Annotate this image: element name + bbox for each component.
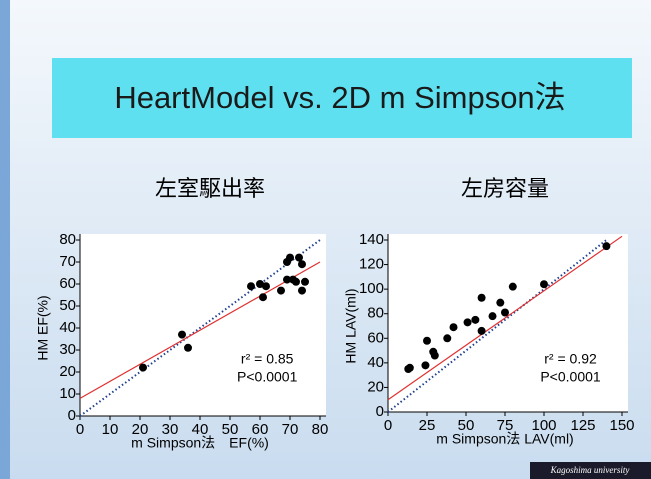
data-point xyxy=(478,327,486,335)
data-point xyxy=(464,318,472,326)
x-tick-label: 25 xyxy=(419,417,436,434)
x-tick-label: 0 xyxy=(384,417,392,434)
data-point xyxy=(298,287,306,295)
data-point xyxy=(478,294,486,302)
data-point xyxy=(286,254,294,262)
data-point xyxy=(489,312,497,320)
data-point xyxy=(429,348,437,356)
y-tick-label: 40 xyxy=(59,319,76,336)
data-point xyxy=(298,260,306,268)
data-point xyxy=(602,242,610,250)
annotation: P<0.0001 xyxy=(237,369,298,385)
data-point xyxy=(540,280,548,288)
chart-title: 左房容量 xyxy=(461,176,549,201)
y-tick-label: 60 xyxy=(367,329,384,346)
y-tick-label: 120 xyxy=(359,256,384,273)
x-tick-label: 125 xyxy=(570,417,595,434)
data-point xyxy=(406,364,414,372)
slide-title: HeartModel vs. 2D m Simpson法 xyxy=(114,80,565,115)
y-axis-label: HM LAV(ml) xyxy=(343,288,359,363)
y-tick-label: 0 xyxy=(68,407,76,424)
data-point xyxy=(139,364,147,372)
y-tick-label: 70 xyxy=(59,253,76,270)
annotation: r² = 0.85 xyxy=(241,351,294,367)
y-tick-label: 40 xyxy=(367,354,384,371)
annotation: P<0.0001 xyxy=(540,369,601,385)
x-axis-label: m Simpson法 LAV(ml) xyxy=(436,431,573,447)
y-axis-label: HM EF(%) xyxy=(35,295,51,360)
x-tick-label: 0 xyxy=(76,421,84,438)
x-tick-label: 10 xyxy=(102,421,119,438)
y-tick-label: 80 xyxy=(367,305,384,322)
data-point xyxy=(450,323,458,331)
y-tick-label: 100 xyxy=(359,280,384,297)
data-point xyxy=(501,308,509,316)
chart-title: 左室駆出率 xyxy=(155,176,265,201)
page: HeartModel vs. 2D m Simpson法 Kagoshima u… xyxy=(0,0,651,479)
y-tick-label: 60 xyxy=(59,275,76,292)
y-tick-label: 140 xyxy=(359,231,384,248)
y-tick-label: 30 xyxy=(59,341,76,358)
data-point xyxy=(509,283,517,291)
data-point xyxy=(262,282,270,290)
x-tick-label: 80 xyxy=(312,421,329,438)
side-bar xyxy=(0,0,10,479)
data-point xyxy=(496,299,504,307)
data-point xyxy=(277,287,285,295)
x-axis-label: m Simpson法 EF(%) xyxy=(131,435,269,451)
x-tick-label: 150 xyxy=(609,417,634,434)
data-point xyxy=(443,334,451,342)
y-tick-label: 80 xyxy=(59,231,76,248)
data-point xyxy=(184,344,192,352)
data-point xyxy=(471,316,479,324)
y-tick-label: 50 xyxy=(59,297,76,314)
data-point xyxy=(292,278,300,286)
x-tick-label: 70 xyxy=(282,421,299,438)
y-tick-label: 0 xyxy=(376,403,384,420)
footer: Kagoshima university xyxy=(550,465,630,475)
plot-area xyxy=(388,234,628,412)
y-tick-label: 20 xyxy=(367,378,384,395)
data-point xyxy=(423,337,431,345)
data-point xyxy=(421,361,429,369)
data-point xyxy=(301,278,309,286)
y-tick-label: 20 xyxy=(59,363,76,380)
data-point xyxy=(178,331,186,339)
data-point xyxy=(259,293,267,301)
annotation: r² = 0.92 xyxy=(544,351,597,367)
slide: HeartModel vs. 2D m Simpson法 Kagoshima u… xyxy=(0,0,651,479)
y-tick-label: 10 xyxy=(59,385,76,402)
data-point xyxy=(247,282,255,290)
